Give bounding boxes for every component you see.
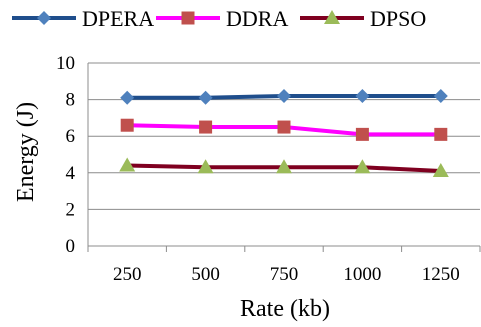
x-tick-label: 750 (270, 264, 299, 285)
data-point (120, 90, 135, 105)
legend-marker (181, 11, 195, 25)
data-point (277, 120, 291, 134)
data-point (433, 88, 448, 103)
data-point (199, 120, 213, 134)
y-tick-label: 0 (66, 236, 76, 257)
y-tick-label: 8 (66, 90, 76, 111)
data-point (434, 127, 448, 141)
legend-marker (37, 11, 51, 25)
data-point (355, 127, 369, 141)
data-point (432, 162, 449, 177)
y-axis-title: Energy (J) (13, 102, 39, 202)
legend-label: DDRA (226, 6, 288, 31)
data-point (277, 88, 291, 103)
y-tick-label: 10 (56, 53, 75, 74)
series-dpso (119, 157, 449, 177)
x-axis-title: Rate (kb) (240, 296, 330, 322)
x-tick-label: 1000 (343, 264, 381, 285)
legend-item-ddra: DDRA (156, 6, 288, 31)
data-point (355, 88, 370, 103)
data-point (276, 159, 292, 174)
y-tick-label: 4 (66, 163, 76, 184)
legend: DPERA DDRA DPSO (12, 6, 426, 31)
legend-item-dpera: DPERA (12, 6, 154, 31)
x-tick-label: 250 (113, 264, 142, 285)
legend-label: DPERA (82, 6, 154, 31)
data-point (198, 90, 213, 105)
series-dpera (120, 88, 448, 105)
data-point (119, 157, 136, 172)
y-tick-label: 6 (66, 126, 76, 147)
legend-marker (324, 10, 340, 24)
series-ddra (120, 118, 448, 141)
x-tick-label: 1250 (422, 264, 460, 285)
legend-item-dpso: DPSO (300, 6, 426, 31)
data-point (120, 118, 134, 132)
data-point (197, 159, 214, 174)
plot-area: 0 2 4 6 8 10 250 500 750 1000 1250 (56, 53, 481, 285)
data-point (354, 159, 371, 174)
x-tick-label: 500 (191, 264, 220, 285)
legend-label: DPSO (370, 6, 426, 31)
y-tick-label: 2 (66, 199, 76, 220)
